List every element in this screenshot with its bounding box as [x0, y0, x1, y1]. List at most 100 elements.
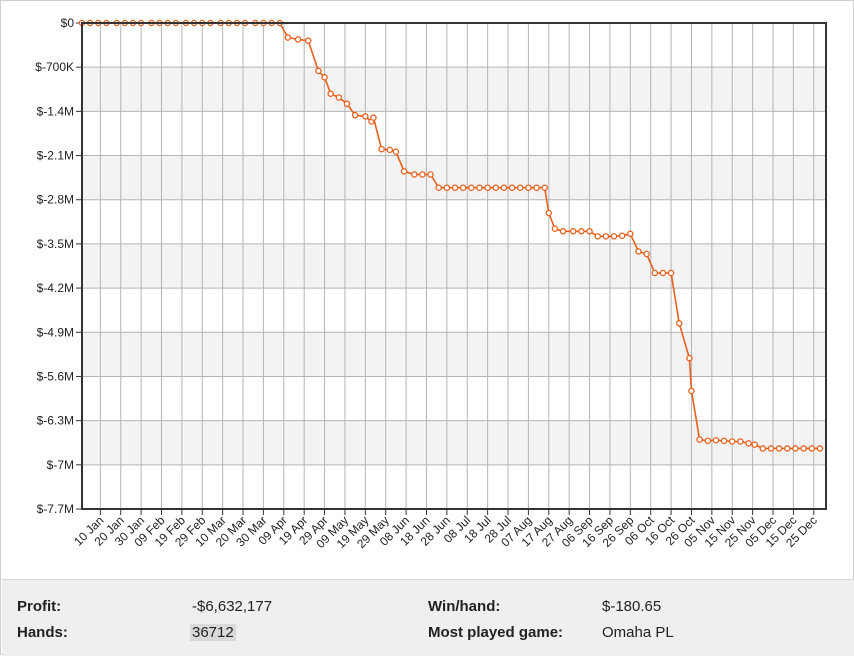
data-point[interactable] [816, 445, 824, 452]
most-played-game-value: Omaha PL [602, 624, 674, 641]
y-tick-label: $-7M [47, 458, 74, 472]
y-tick-label: $-6.3M [37, 414, 74, 428]
data-point[interactable] [500, 184, 508, 191]
data-point[interactable] [484, 184, 491, 191]
stats-panel: Profit: -$6,632,177 Win/hand: $-180.65 H… [2, 579, 854, 656]
plot-band [82, 332, 826, 377]
data-point[interactable] [411, 171, 418, 178]
plot-band [82, 420, 826, 465]
data-point[interactable] [451, 184, 459, 191]
data-point[interactable] [675, 320, 683, 327]
data-point[interactable] [808, 445, 815, 452]
y-tick-label: $0 [61, 16, 75, 30]
hands-value-text[interactable]: 36712 [190, 624, 236, 641]
data-point[interactable] [745, 440, 752, 447]
data-point[interactable] [545, 209, 553, 217]
data-point[interactable] [569, 228, 577, 235]
data-point[interactable] [400, 168, 408, 175]
data-point[interactable] [704, 437, 712, 445]
data-point[interactable] [294, 36, 302, 43]
profit-line-chart: $0 $-700K $-1.4M $-2.1M $-2.8M $-3.5M $-4.2M $-… [35, 16, 827, 551]
data-point[interactable] [492, 184, 500, 191]
data-point[interactable] [728, 438, 736, 445]
plot-band [82, 199, 826, 244]
data-point[interactable] [775, 445, 783, 452]
hands-value[interactable]: 36712 [190, 624, 236, 641]
data-point[interactable] [427, 171, 434, 178]
data-point[interactable] [618, 232, 626, 239]
data-point[interactable] [792, 445, 799, 452]
data-point[interactable] [651, 269, 659, 277]
profit-value: -$6,632,177 [192, 598, 273, 615]
data-point[interactable] [476, 184, 483, 191]
y-tick-label: $-1.4M [37, 104, 74, 118]
y-tick-label: $-4.2M [37, 281, 74, 295]
plot-band [82, 288, 826, 333]
data-point[interactable] [688, 387, 695, 395]
data-point[interactable] [578, 228, 585, 235]
win-per-hand-label: Win/hand: [428, 598, 501, 615]
data-point[interactable] [720, 437, 728, 445]
data-point[interactable] [696, 436, 703, 443]
y-tick-label: $-700K [35, 60, 74, 74]
data-point[interactable] [594, 233, 601, 240]
data-point[interactable] [712, 436, 720, 444]
plot-band [82, 155, 826, 200]
plot-band [82, 23, 826, 68]
data-point[interactable] [435, 184, 442, 191]
data-point[interactable] [800, 445, 807, 452]
data-point[interactable] [541, 184, 548, 191]
data-point[interactable] [370, 114, 377, 121]
data-point[interactable] [659, 269, 667, 277]
data-point[interactable] [751, 441, 758, 448]
data-point[interactable] [602, 233, 610, 240]
data-point[interactable] [343, 100, 351, 108]
data-point[interactable] [335, 94, 343, 101]
data-point[interactable] [686, 354, 693, 362]
data-point[interactable] [392, 148, 400, 156]
data-point[interactable] [419, 171, 426, 178]
most-played-game-label: Most played game: [428, 624, 564, 641]
data-point[interactable] [551, 225, 559, 233]
data-point[interactable] [759, 445, 767, 452]
data-point[interactable] [321, 74, 328, 81]
data-point[interactable] [559, 228, 567, 235]
data-point[interactable] [386, 146, 394, 154]
data-point[interactable] [378, 145, 385, 153]
profit-label: Profit: [17, 598, 62, 615]
data-point[interactable] [586, 228, 593, 235]
data-point[interactable] [468, 184, 475, 191]
plot-band [82, 243, 826, 289]
data-point[interactable] [525, 184, 532, 191]
data-point[interactable] [610, 233, 618, 240]
data-point[interactable] [533, 184, 540, 191]
data-point[interactable] [459, 184, 467, 191]
plot-band [82, 376, 826, 421]
win-per-hand-value: $-180.65 [602, 598, 662, 615]
plot-band [82, 111, 826, 156]
data-point[interactable] [667, 269, 675, 277]
data-point[interactable] [784, 445, 791, 452]
data-point[interactable] [315, 67, 322, 75]
data-point[interactable] [443, 184, 451, 191]
data-point[interactable] [643, 250, 650, 258]
y-tick-label: $-5.6M [37, 369, 74, 383]
plot-band [82, 67, 826, 112]
data-point[interactable] [627, 230, 634, 238]
y-tick-label: $-3.5M [37, 237, 74, 251]
plot-band [82, 464, 826, 509]
data-point[interactable] [737, 438, 744, 445]
data-point[interactable] [635, 248, 642, 255]
data-point[interactable] [284, 34, 292, 41]
data-point[interactable] [516, 184, 524, 191]
y-tick-label: $-4.9M [37, 325, 74, 339]
data-point[interactable] [327, 90, 334, 97]
data-point[interactable] [362, 113, 369, 120]
data-point[interactable] [508, 184, 516, 191]
data-point[interactable] [351, 111, 359, 119]
data-point[interactable] [305, 37, 312, 44]
y-tick-label: $-7.7M [37, 502, 74, 516]
data-point[interactable] [767, 445, 775, 452]
y-tick-label: $-2.1M [37, 149, 74, 163]
